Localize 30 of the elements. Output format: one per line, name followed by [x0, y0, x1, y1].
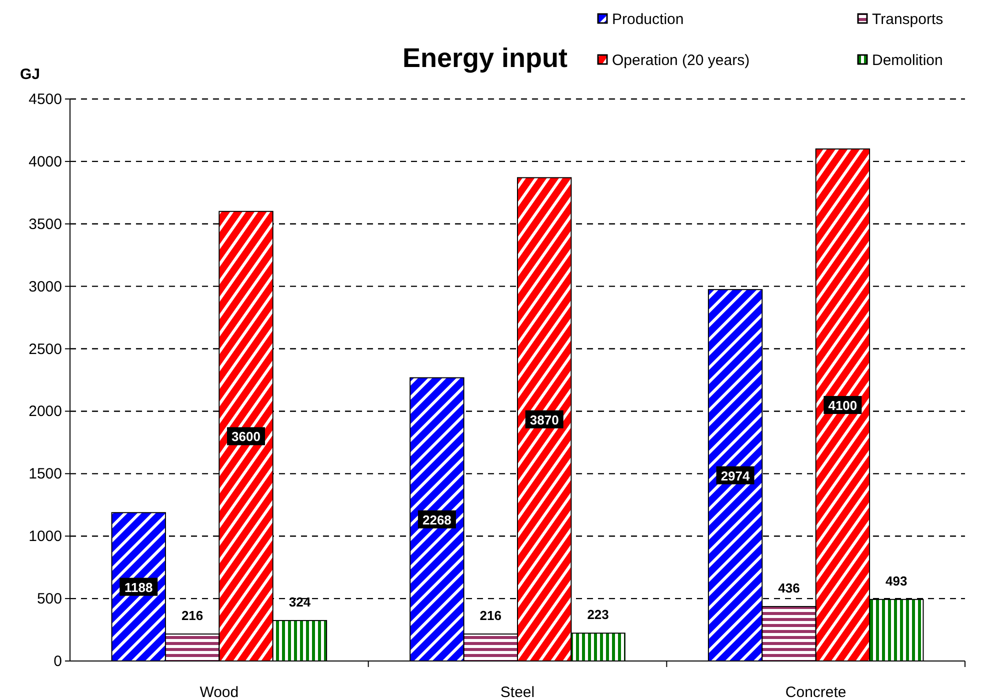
legend-label: Transports	[872, 11, 944, 28]
y-tick-label: 2000	[28, 403, 62, 420]
data-label: 1188	[124, 580, 153, 595]
data-label: 3870	[530, 412, 559, 428]
y-tick-label: 4000	[28, 153, 62, 170]
data-label: 2974	[720, 468, 751, 484]
y-tick-label: 2500	[28, 340, 62, 358]
x-tick-label: Concrete	[785, 684, 846, 699]
data-label: 216	[181, 608, 204, 624]
y-axis-title: GJ	[20, 66, 40, 83]
data-label: 223	[587, 607, 609, 622]
y-tick-label: 0	[54, 653, 62, 670]
y-tick-label: 1000	[28, 528, 62, 546]
data-label: 493	[886, 573, 908, 588]
data-label: 2268	[422, 512, 452, 528]
y-tick-label: 1500	[28, 466, 62, 483]
y-tick-label: 500	[36, 590, 62, 608]
data-label: 216	[480, 608, 502, 624]
data-label: 4100	[828, 398, 858, 413]
y-tick-label: 3000	[28, 278, 62, 296]
legend-label: Production	[612, 11, 684, 28]
legend-label: Demolition	[872, 52, 943, 69]
x-tick-label: Wood	[200, 684, 239, 699]
chart-title: Energy input	[402, 43, 568, 73]
y-tick-label: 4500	[28, 91, 62, 108]
x-tick-label: Steel	[500, 684, 535, 699]
y-tick-label: 3500	[28, 216, 62, 233]
data-label: 436	[778, 580, 800, 596]
legend-label: Operation (20 years)	[612, 52, 750, 69]
data-label: 3600	[232, 429, 260, 444]
